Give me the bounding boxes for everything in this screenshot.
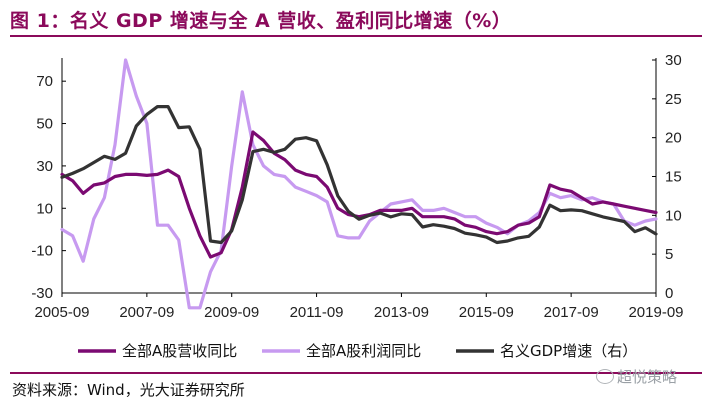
x-tick-label: 2005-09	[34, 304, 89, 321]
chat-bubble-icon	[596, 369, 614, 384]
x-tick-label: 2013-09	[374, 304, 429, 321]
left-tick-label: 50	[36, 116, 53, 133]
watermark-text: 超悦策略	[617, 368, 678, 386]
x-tick-label: 2019-09	[628, 304, 683, 321]
source-note: 资料来源：Wind，光大证券研究所	[12, 381, 245, 399]
x-tick-label: 2009-09	[204, 304, 259, 321]
left-tick-label: 10	[36, 200, 53, 217]
profit-line	[60, 58, 658, 310]
right-tick-label: 15	[665, 169, 682, 186]
revenue-line	[60, 130, 658, 259]
gdp-legend-label: 名义GDP增速（右）	[500, 342, 637, 360]
right-tick-label: 10	[665, 207, 682, 224]
x-tick-label: 2007-09	[119, 304, 174, 321]
chart-title: 图 1：名义 GDP 增速与全 A 营收、盈利同比增速（%）	[10, 10, 512, 32]
source-rule	[10, 372, 702, 374]
right-tick-label: 30	[665, 52, 682, 69]
x-tick-label: 2011-09	[290, 304, 344, 321]
x-tick-label: 2015-09	[459, 304, 514, 321]
chart-legend: 全部A股营收同比 全部A股利润同比 名义GDP增速（右）	[78, 342, 637, 360]
right-tick-label: 0	[665, 285, 673, 302]
profit-legend-label: 全部A股利润同比	[306, 342, 421, 360]
left-tick-label: -30	[31, 285, 53, 302]
chart-series	[60, 58, 658, 310]
watermark: 超悦策略	[596, 366, 677, 387]
revenue-legend-label: 全部A股营收同比	[122, 342, 237, 360]
left-tick-label: 70	[36, 73, 53, 90]
gdp-line	[60, 104, 658, 245]
title-rule	[10, 35, 702, 37]
right-tick-label: 5	[665, 246, 673, 263]
right-tick-label: 25	[665, 91, 682, 108]
x-tick-label: 2017-09	[544, 304, 599, 321]
left-tick-label: 30	[36, 158, 53, 175]
left-tick-label: -10	[31, 243, 53, 260]
right-tick-label: 20	[665, 130, 682, 147]
